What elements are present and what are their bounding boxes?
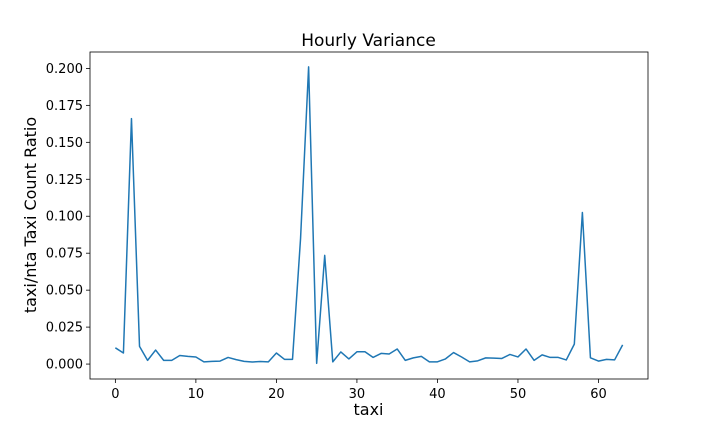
data-point [533, 360, 535, 362]
data-point [372, 357, 374, 359]
data-point [565, 359, 567, 361]
data-point [227, 357, 229, 359]
data-point [324, 255, 326, 257]
x-tick-label: 10 [188, 387, 205, 402]
data-point [251, 361, 253, 363]
data-point [541, 354, 543, 356]
y-tick-label: 0.175 [46, 99, 83, 114]
data-point [380, 353, 382, 355]
y-tick-label: 0.200 [46, 62, 83, 77]
data-point [461, 356, 463, 358]
chart-title: Hourly Variance [301, 31, 436, 51]
data-point [396, 348, 398, 350]
data-point [115, 347, 117, 349]
x-tick-label: 20 [268, 387, 285, 402]
y-tick-label: 0.075 [46, 247, 83, 262]
plot-area: 0 10 20 30 40 50 60 0.000 0.025 0.050 0.075 0.100 0.… [46, 51, 649, 402]
data-point [509, 354, 511, 356]
y-tick-label: 0.150 [46, 136, 83, 151]
x-tick-label: 30 [349, 387, 366, 402]
data-point [300, 238, 302, 240]
data-point [525, 348, 527, 350]
data-point [404, 360, 406, 362]
data-point [485, 357, 487, 359]
data-point [445, 358, 447, 360]
axes-frame [89, 51, 649, 380]
data-point [582, 212, 584, 214]
data-point [364, 351, 366, 353]
data-point [131, 118, 133, 120]
data-point [195, 356, 197, 358]
x-axis-label: taxi [354, 400, 384, 419]
data-point [614, 359, 616, 361]
data-point [179, 355, 181, 357]
data-point [493, 357, 495, 359]
data-point [235, 359, 237, 361]
data-point [268, 361, 270, 363]
data-point [557, 357, 559, 359]
data-point [139, 346, 141, 348]
data-point [437, 361, 439, 363]
data-point [469, 361, 471, 363]
data-point [147, 360, 149, 362]
data-point [308, 66, 310, 68]
y-tick-label: 0.025 [46, 321, 83, 336]
x-tick-label: 50 [510, 387, 527, 402]
data-point [549, 357, 551, 359]
data-point [356, 351, 358, 353]
data-point [171, 360, 173, 362]
data-point [123, 352, 125, 354]
y-tick-label: 0.000 [46, 358, 83, 373]
x-tick-label: 60 [590, 387, 607, 402]
data-point [276, 352, 278, 354]
data-point [340, 351, 342, 353]
data-point [155, 349, 157, 351]
data-point [477, 360, 479, 362]
data-point [574, 343, 576, 345]
data-point [163, 360, 165, 362]
data-point [260, 361, 262, 363]
data-point [421, 356, 423, 358]
data-point [501, 358, 503, 360]
y-tick-label: 0.050 [46, 284, 83, 299]
data-point [622, 344, 624, 346]
data-point [316, 363, 318, 365]
y-tick-label: 0.125 [46, 173, 83, 188]
data-point [348, 358, 350, 360]
data-point [453, 352, 455, 354]
data-point [590, 357, 592, 359]
data-point [517, 356, 519, 358]
data-point [606, 359, 608, 361]
data-point [598, 360, 600, 362]
data-point [243, 361, 245, 363]
data-point [211, 361, 213, 363]
data-point [388, 353, 390, 355]
data-point [187, 356, 189, 358]
data-point [429, 361, 431, 363]
data-point [284, 359, 286, 361]
y-axis-label: taxi/nta Taxi Count Ratio [21, 117, 40, 313]
series-line-0 [114, 66, 624, 365]
x-tick-label: 40 [429, 387, 446, 402]
data-point [203, 361, 205, 363]
data-point [292, 359, 294, 361]
x-tick-label: 0 [111, 387, 119, 402]
y-tick-label: 0.100 [46, 210, 83, 225]
data-point [219, 360, 221, 362]
data-point [412, 357, 414, 359]
data-point [332, 361, 334, 363]
